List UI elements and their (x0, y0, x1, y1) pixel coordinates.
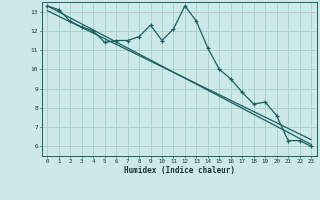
X-axis label: Humidex (Indice chaleur): Humidex (Indice chaleur) (124, 166, 235, 175)
